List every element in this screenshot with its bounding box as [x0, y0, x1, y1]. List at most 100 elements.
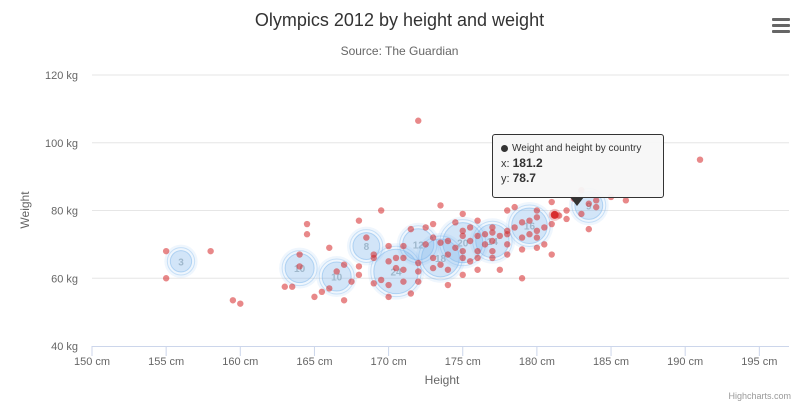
scatter-point[interactable]: [489, 229, 496, 236]
scatter-point[interactable]: [504, 251, 511, 258]
scatter-point[interactable]: [162, 275, 170, 282]
scatter-point[interactable]: [563, 207, 570, 214]
scatter-point[interactable]: [237, 300, 244, 307]
scatter-point[interactable]: [518, 219, 526, 226]
scatter-point[interactable]: [415, 278, 422, 285]
scatter-point[interactable]: [429, 254, 437, 262]
scatter-point[interactable]: [407, 225, 415, 233]
scatter-point[interactable]: [548, 220, 555, 228]
scatter-point[interactable]: [303, 220, 311, 228]
scatter-point[interactable]: [444, 237, 452, 245]
scatter-point[interactable]: [311, 293, 318, 301]
scatter-point[interactable]: [318, 288, 326, 295]
scatter-point[interactable]: [504, 231, 511, 238]
scatter-point[interactable]: [452, 244, 459, 251]
scatter-point[interactable]: [489, 247, 496, 255]
scatter-point[interactable]: [400, 242, 407, 250]
scatter-point[interactable]: [400, 278, 407, 285]
scatter-point[interactable]: [696, 156, 704, 163]
scatter-point[interactable]: [422, 241, 429, 248]
cluster-bubble[interactable]: [169, 250, 193, 273]
scatter-point[interactable]: [303, 231, 311, 238]
scatter-point[interactable]: [289, 283, 296, 290]
scatter-point[interactable]: [526, 217, 533, 224]
scatter-point[interactable]: [593, 197, 600, 204]
scatter-point[interactable]: [459, 247, 466, 255]
scatter-point[interactable]: [489, 254, 496, 262]
scatter-point[interactable]: [333, 268, 340, 275]
scatter-point[interactable]: [496, 266, 504, 273]
scatter-point[interactable]: [422, 224, 429, 231]
scatter-point[interactable]: [474, 254, 481, 262]
scatter-point[interactable]: [207, 247, 214, 255]
hovered-point[interactable]: [550, 210, 559, 219]
scatter-point[interactable]: [377, 276, 385, 284]
scatter-point[interactable]: [392, 254, 400, 262]
hamburger-menu-icon[interactable]: [772, 18, 790, 34]
scatter-point[interactable]: [489, 224, 496, 231]
scatter-point[interactable]: [511, 224, 518, 231]
scatter-point[interactable]: [593, 203, 600, 211]
scatter-point[interactable]: [452, 219, 459, 226]
scatter-point[interactable]: [518, 246, 526, 253]
scatter-point[interactable]: [392, 264, 400, 272]
scatter-point[interactable]: [459, 227, 466, 235]
scatter-point[interactable]: [326, 285, 333, 292]
scatter-point[interactable]: [459, 271, 466, 279]
scatter-point[interactable]: [481, 231, 489, 238]
scatter-point[interactable]: [429, 220, 437, 228]
scatter-point[interactable]: [533, 207, 541, 214]
scatter-point[interactable]: [459, 254, 466, 262]
scatter-point[interactable]: [415, 117, 422, 124]
scatter-point[interactable]: [415, 268, 422, 275]
scatter-point[interactable]: [400, 266, 407, 273]
scatter-point[interactable]: [437, 261, 444, 268]
scatter-point[interactable]: [377, 207, 385, 214]
scatter-point[interactable]: [466, 258, 474, 265]
scatter-point[interactable]: [585, 200, 592, 207]
scatter-point[interactable]: [162, 247, 170, 255]
scatter-point[interactable]: [474, 232, 481, 240]
scatter-point[interactable]: [511, 203, 518, 211]
scatter-point[interactable]: [533, 244, 541, 251]
scatter-point[interactable]: [385, 293, 392, 301]
scatter-points[interactable]: [162, 117, 704, 307]
scatter-point[interactable]: [355, 271, 363, 279]
scatter-point[interactable]: [296, 251, 303, 258]
scatter-point[interactable]: [563, 215, 570, 223]
scatter-point[interactable]: [370, 251, 377, 258]
credits-link[interactable]: Highcharts.com: [728, 391, 791, 401]
scatter-point[interactable]: [518, 234, 526, 241]
scatter-point[interactable]: [355, 263, 363, 270]
scatter-point[interactable]: [541, 241, 548, 248]
scatter-point[interactable]: [489, 237, 496, 245]
scatter-point[interactable]: [229, 297, 237, 304]
scatter-point[interactable]: [437, 202, 444, 209]
scatter-point[interactable]: [407, 290, 415, 297]
scatter-point[interactable]: [444, 251, 452, 258]
scatter-point[interactable]: [385, 242, 392, 250]
scatter-point[interactable]: [474, 217, 481, 224]
scatter-point[interactable]: [585, 225, 592, 233]
scatter-point[interactable]: [541, 224, 548, 231]
scatter-point[interactable]: [340, 261, 348, 268]
scatter-point[interactable]: [400, 254, 407, 262]
cluster-bubble[interactable]: [321, 261, 352, 292]
scatter-point[interactable]: [385, 258, 392, 265]
scatter-point[interactable]: [526, 231, 533, 238]
scatter-point[interactable]: [518, 275, 526, 282]
scatter-point[interactable]: [385, 281, 392, 289]
scatter-point[interactable]: [444, 281, 452, 289]
scatter-point[interactable]: [326, 244, 333, 251]
scatter-point[interactable]: [533, 214, 541, 221]
scatter-point[interactable]: [578, 210, 585, 218]
scatter-point[interactable]: [496, 232, 504, 240]
scatter-point[interactable]: [437, 239, 444, 246]
scatter-point[interactable]: [548, 251, 555, 258]
scatter-point[interactable]: [622, 197, 630, 204]
scatter-point[interactable]: [281, 283, 288, 290]
scatter-point[interactable]: [348, 278, 355, 285]
scatter-point[interactable]: [340, 297, 348, 304]
scatter-point[interactable]: [504, 207, 511, 214]
scatter-point[interactable]: [429, 234, 437, 241]
